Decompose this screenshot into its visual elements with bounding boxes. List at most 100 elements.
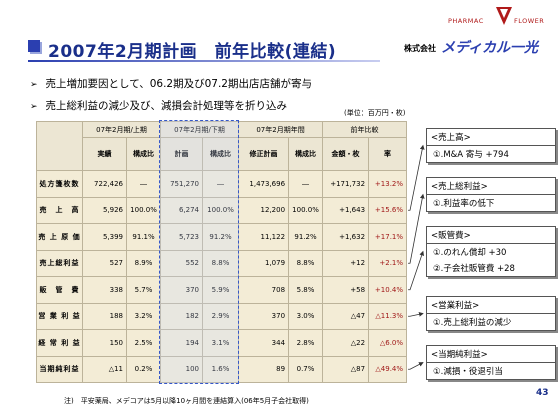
cell: +17.1%: [368, 223, 408, 251]
connector: [408, 193, 425, 264]
page-number: 43: [536, 388, 549, 398]
logo-text: PHARMAC: [448, 17, 484, 25]
callout-line: ①.売上総利益の減少: [433, 318, 512, 328]
callout-line: ①.利益率の低下: [433, 199, 495, 209]
header-group: 前年比較: [322, 121, 408, 138]
table-row: 売上総利益 527 8.9% 552 8.8% 1,079 8.8% +12 +2.1%: [36, 249, 408, 277]
row-label: 売 上 原 価: [36, 223, 83, 251]
callout: <販管費> ①.のれん償却 +30 ②.子会社販管費 +28: [426, 226, 556, 277]
bullet-text: 売上増加要因として、06.2期及び07.2期出店店舗が寄与: [45, 78, 312, 90]
callout: <売上総利益> ①.利益率の低下: [426, 177, 556, 212]
subheader: 構成比: [288, 137, 324, 171]
subheader: 計画: [160, 137, 204, 171]
cell: 370: [160, 276, 204, 304]
table-row: 経 常 利 益 150 2.5% 194 3.1% 344 2.8% △22 △6.0%: [36, 329, 408, 357]
cell: 1,079: [238, 249, 290, 277]
subheader: 構成比: [202, 137, 240, 171]
cell: 91.2%: [202, 223, 240, 251]
cell: +15.6%: [368, 196, 408, 224]
callout-heading: <営業利益>: [427, 297, 555, 314]
cell: 12,200: [238, 196, 290, 224]
cell: 100.0%: [125, 196, 162, 224]
cell: 552: [160, 249, 204, 277]
callout-line: ①.M&A 寄与 +794: [433, 150, 509, 160]
cell: 751,270: [160, 170, 204, 198]
cell: 5.9%: [202, 276, 240, 304]
cell: △47: [322, 302, 370, 330]
row-label: 処方箋枚数: [36, 170, 83, 198]
header-row: 07年2月期/上期 07年2月期/下期 07年2月期年間 前年比較: [36, 121, 408, 171]
cell: 3.2%: [125, 302, 162, 330]
bullet-text: 売上総利益の減少及び、減損会計処理等を折り込み: [45, 100, 288, 112]
bullet-marker: ➢: [30, 80, 38, 90]
callout: <当期純利益> ①.減損・役退引当: [426, 345, 556, 380]
callout-line: ①.のれん償却 +30: [433, 248, 507, 258]
cell: +1,643: [322, 196, 370, 224]
unit-note: (単位：百万円・枚): [344, 109, 406, 117]
table-row: 売 上 高 5,926 100.0% 6,274 100.0% 12,200 100.0% +…: [36, 196, 408, 224]
connector: [408, 250, 424, 291]
cell: 1.6%: [202, 355, 240, 383]
cell: +171,732: [322, 170, 370, 198]
subheader: 実績: [82, 137, 127, 171]
table-row: 当期純利益 △11 0.2% 100 1.6% 89 0.7% △87 △49.4%: [36, 355, 408, 383]
connector: [408, 362, 424, 370]
cell: 89: [238, 355, 290, 383]
cell: 8.8%: [288, 249, 324, 277]
cell: 100.0%: [202, 196, 240, 224]
header-row: 実績 構成比 計画 構成比 修正計画 構成比 金額・枚率: [37, 137, 408, 171]
callout-line: ①.減損・役退引当: [433, 367, 503, 377]
connector: [408, 311, 424, 317]
cell: 100.0%: [288, 196, 324, 224]
subheader: 構成比: [125, 137, 162, 171]
title-rule: [28, 60, 380, 62]
bullet-marker: ➢: [30, 102, 38, 112]
cell: 2.5%: [125, 329, 162, 357]
subheader: 率: [368, 137, 408, 171]
callout-heading: <販管費>: [427, 227, 555, 244]
row-label: 営 業 利 益: [36, 302, 83, 330]
cell: +12: [322, 249, 370, 277]
row-label: 売 上 高: [36, 196, 83, 224]
cell: 344: [238, 329, 290, 357]
cell: 194: [160, 329, 204, 357]
callout: <売上高> ①.M&A 寄与 +794: [426, 128, 556, 163]
header-group: 07年2月期年間: [238, 121, 324, 138]
header-cell: [36, 121, 83, 171]
logo-text: FLOWER: [514, 17, 545, 25]
cell: +13.2%: [368, 170, 408, 198]
cell: 0.2%: [125, 355, 162, 383]
bullet: ➢ 売上増加要因として、06.2期及び07.2期出店店舗が寄与: [30, 76, 312, 91]
cell: 182: [160, 302, 204, 330]
cell: 100: [160, 355, 204, 383]
slide-title: 2007年2月期計画 前年比較(連結): [48, 42, 337, 62]
subheader: 修正計画: [238, 137, 290, 171]
logo-mark: [496, 7, 512, 25]
title-marker: [28, 40, 40, 52]
callout: <営業利益> ①.売上総利益の減少: [426, 296, 556, 331]
header-group: 07年2月期/上期: [81, 121, 162, 138]
table-row: 処方箋枚数 722,426 ― 751,270 ― 1,473,696 ― +171,732 +…: [36, 170, 408, 198]
cell: ―: [125, 170, 162, 198]
cell: 0.7%: [288, 355, 324, 383]
subheader: 金額・枚: [322, 137, 370, 171]
connector: [408, 144, 425, 211]
cell: 11,122: [238, 223, 290, 251]
cell: 91.1%: [125, 223, 162, 251]
table-row: 売 上 原 価 5,399 91.1% 5,723 91.2% 11,122 91.2% +1…: [36, 223, 408, 251]
comparison-table: 07年2月期/上期 07年2月期/下期 07年2月期年間 前年比較 実績 構成比 計画 構成比…: [36, 121, 408, 383]
cell: 5,399: [82, 223, 127, 251]
callout-heading: <売上高>: [427, 129, 555, 146]
cell: △49.4%: [368, 355, 408, 383]
cell: △11: [82, 355, 127, 383]
footnote: 注) 平安薬局、メデコアは5月以降10ヶ月間を連結算入(06年5月子会社取得): [64, 397, 309, 405]
row-label: 売上総利益: [36, 249, 83, 277]
cell: 1,473,696: [238, 170, 290, 198]
bullet: ➢ 売上総利益の減少及び、減損会計処理等を折り込み: [30, 98, 287, 113]
callout-heading: <当期純利益>: [427, 346, 555, 363]
callout-line: ②.子会社販管費 +28: [433, 264, 515, 274]
cell: △22: [322, 329, 370, 357]
company-prefix: 株式会社: [404, 44, 436, 53]
callout-heading: <売上総利益>: [427, 178, 555, 195]
